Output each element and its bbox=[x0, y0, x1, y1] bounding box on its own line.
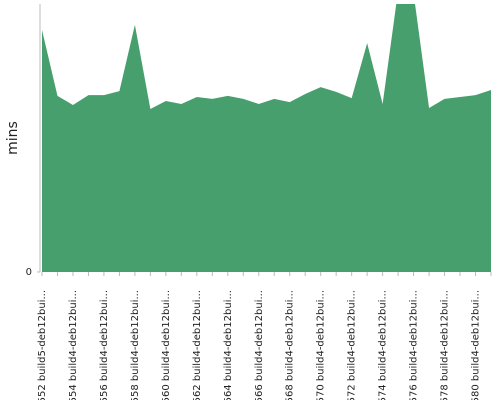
x-tick-label: #558 build4-deb12bui... bbox=[130, 290, 141, 400]
x-tick-label: #556 build4-deb12bui... bbox=[99, 290, 110, 400]
x-tick-label: #570 build4-deb12bui... bbox=[316, 290, 327, 400]
x-tick-label: #568 build4-deb12bui... bbox=[285, 290, 296, 400]
y-axis-label: mins bbox=[5, 121, 21, 155]
area bbox=[42, 4, 491, 272]
x-tick-label: #554 build4-deb12bui... bbox=[68, 290, 79, 400]
x-tick-label: #574 build4-deb12bui... bbox=[378, 290, 389, 400]
x-tick-label: #552 build5-deb12bui... bbox=[37, 290, 48, 400]
x-tick-label: #562 build4-deb12bui... bbox=[192, 290, 203, 400]
x-tick-label: #564 build4-deb12bui... bbox=[223, 290, 234, 400]
x-tick-label: #560 build4-deb12bui... bbox=[161, 290, 172, 400]
x-tick-label: #578 build4-deb12bui... bbox=[440, 290, 451, 400]
x-tick-label: #576 build4-deb12bui... bbox=[409, 290, 420, 400]
x-tick-label: #580 build4-deb12bui... bbox=[471, 290, 482, 400]
y-tick-label: 0 bbox=[26, 267, 32, 278]
x-tick-label: #566 build4-deb12bui... bbox=[254, 290, 265, 400]
x-tick-label: #572 build4-deb12bui... bbox=[347, 290, 358, 400]
